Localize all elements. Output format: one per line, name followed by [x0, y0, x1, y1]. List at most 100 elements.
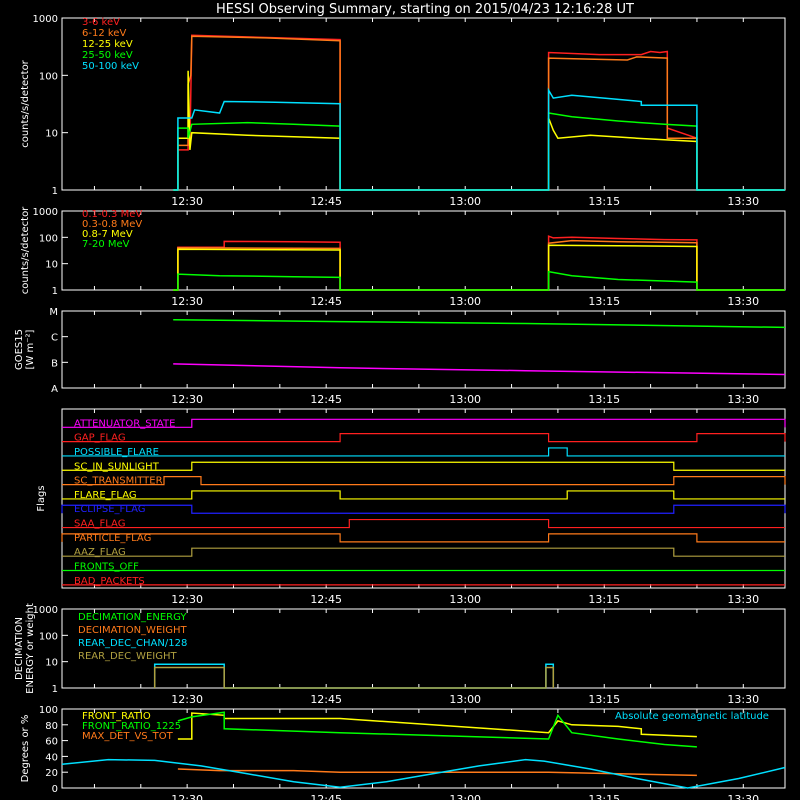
flags-xtick-label: 13:15 [588, 593, 620, 606]
ratio-ytick-label: 60 [45, 737, 58, 748]
ratio-legend-2: MAX_DET_VS_TOT [82, 731, 174, 742]
goes-ylabel2: [W m⁻²] [25, 329, 36, 369]
low_energy-ytick-label: 10 [45, 129, 58, 140]
ratio-ytick-label: 100 [39, 705, 58, 716]
flag-line-8 [61, 533, 785, 543]
ratio-xtick-label: 12:30 [171, 793, 203, 800]
ratio-ytick-label: 20 [45, 768, 58, 779]
low_energy-series-4 [173, 87, 785, 191]
flag-label-7: SAA_FLAG [74, 519, 125, 530]
ratio-legend-0: FRONT_RATIO [82, 711, 151, 722]
low_energy-xtick-label: 13:15 [588, 195, 620, 208]
decimation-ytick-label: 10 [45, 658, 58, 669]
low_energy-legend-4: 50-100 keV [82, 61, 139, 72]
decimation-ylabel: DECIMATION [14, 617, 25, 680]
flag-label-2: POSSIBLE_FLARE [74, 447, 159, 458]
decimation-ylabel2: ENERGY or weight [25, 603, 36, 694]
high_energy-xtick-label: 12:45 [310, 295, 342, 308]
flag-line-2 [62, 447, 785, 457]
goes-series-1 [173, 363, 786, 376]
ratio-annotation: Absolute geomagnetic latitude [615, 711, 769, 722]
flag-label-0: ATTENUATOR_STATE [74, 418, 175, 429]
flag-label-4: SC_TRANSMITTER [74, 476, 163, 487]
decimation-legend-1: DECIMATION_WEIGHT [78, 625, 187, 636]
ratio-series-2 [177, 768, 697, 777]
ratio-series-0 [177, 712, 697, 740]
low_energy-xtick-label: 12:45 [310, 195, 342, 208]
flag-label-5: FLARE_FLAG [74, 490, 137, 501]
high_energy-ytick-label: 1000 [33, 207, 58, 218]
decimation-legend-3: REAR_DEC_WEIGHT [78, 651, 177, 662]
flags-xtick-label: 13:30 [727, 593, 759, 606]
high_energy-ytick-label: 10 [45, 260, 58, 271]
high_energy-xtick-label: 13:00 [449, 295, 481, 308]
ratio-frame [61, 708, 786, 789]
goes-xtick-label: 13:15 [588, 393, 620, 406]
chart-title: HESSI Observing Summary, starting on 201… [216, 2, 634, 17]
goes-ytick-label: M [49, 307, 58, 318]
decimation-xtick-label: 13:00 [449, 693, 481, 706]
goes-ytick-label: A [51, 384, 58, 395]
flag-label-10: FRONTS_OFF [74, 562, 139, 573]
low_energy-legend-2: 12-25 keV [82, 39, 133, 50]
flags-ylabel: Flags [36, 485, 47, 511]
low_energy-series-2 [173, 70, 785, 191]
low_energy-ytick-label: 100 [39, 71, 58, 82]
high_energy-series-2 [173, 244, 785, 291]
decimation-xtick-label: 12:30 [171, 693, 203, 706]
low_energy-ytick-label: 1 [52, 186, 58, 197]
low_energy-series-1 [173, 35, 785, 191]
ratio-xtick-label: 13:00 [449, 793, 481, 800]
flag-label-8: PARTICLE_FLAG [74, 533, 151, 544]
goes-ytick-label: C [51, 333, 58, 344]
low_energy-legend-0: 3-6 keV [82, 17, 120, 28]
low_energy-legend-1: 6-12 keV [82, 28, 126, 39]
low_energy-ytick-label: 1000 [33, 14, 58, 25]
goes-frame [61, 310, 786, 389]
flag-label-3: SC_IN_SUNLIGHT [74, 461, 160, 472]
ratio-xtick-label: 13:15 [588, 793, 620, 800]
decimation-ytick-label: 1 [52, 684, 58, 695]
flag-label-11: BAD_PACKETS [74, 576, 145, 587]
goes-xtick-label: 12:30 [171, 393, 203, 406]
ratio-ytick-label: 0 [52, 784, 58, 795]
ratio-series-3 [61, 758, 786, 789]
high_energy-legend-3: 7-20 MeV [82, 239, 130, 250]
flag-label-6: ECLIPSE_FLAG [74, 504, 145, 515]
high_energy-ylabel: counts/s/detector [20, 206, 31, 294]
flag-line-3 [62, 461, 785, 471]
low_energy-series-3 [173, 112, 785, 191]
goes-series-0 [173, 318, 786, 329]
flag-line-0 [62, 418, 786, 428]
ratio-legend-1: FRONT_RATIO_1225 [82, 721, 181, 732]
flag-line-6 [61, 504, 786, 514]
ratio-ytick-label: 40 [45, 752, 58, 763]
decimation-legend-0: DECIMATION_ENERGY [78, 612, 187, 623]
ratio-xtick-label: 13:30 [727, 793, 759, 800]
low_energy-xtick-label: 13:30 [727, 195, 759, 208]
ratio-xtick-label: 12:45 [310, 793, 342, 800]
flags-xtick-label: 12:30 [171, 593, 203, 606]
flag-line-1 [62, 433, 786, 443]
low_energy-ylabel: counts/s/detector [20, 59, 31, 147]
decimation-xtick-label: 13:15 [588, 693, 620, 706]
goes-xtick-label: 12:45 [310, 393, 342, 406]
low_energy-legend-3: 25-50 keV [82, 50, 133, 61]
high_energy-xtick-label: 13:30 [727, 295, 759, 308]
flags-xtick-label: 13:00 [449, 593, 481, 606]
goes-xtick-label: 13:30 [727, 393, 759, 406]
low_energy-xtick-label: 12:30 [171, 195, 203, 208]
high_energy-frame [61, 210, 786, 291]
low_energy-xtick-label: 13:00 [449, 195, 481, 208]
low_energy-frame [61, 17, 786, 191]
ratio-ytick-label: 80 [45, 721, 58, 732]
flag-line-7 [62, 518, 785, 529]
decimation-legend-2: REAR_DEC_CHAN/128 [78, 638, 187, 649]
decimation-ytick-label: 1000 [33, 605, 58, 616]
flag-label-9: AAZ_FLAG [74, 547, 126, 558]
decimation-ytick-label: 100 [39, 631, 58, 642]
goes-ylabel: GOES15 [14, 329, 25, 370]
ratio-ylabel: Degrees or % [20, 715, 31, 783]
flag-line-9 [62, 547, 785, 557]
